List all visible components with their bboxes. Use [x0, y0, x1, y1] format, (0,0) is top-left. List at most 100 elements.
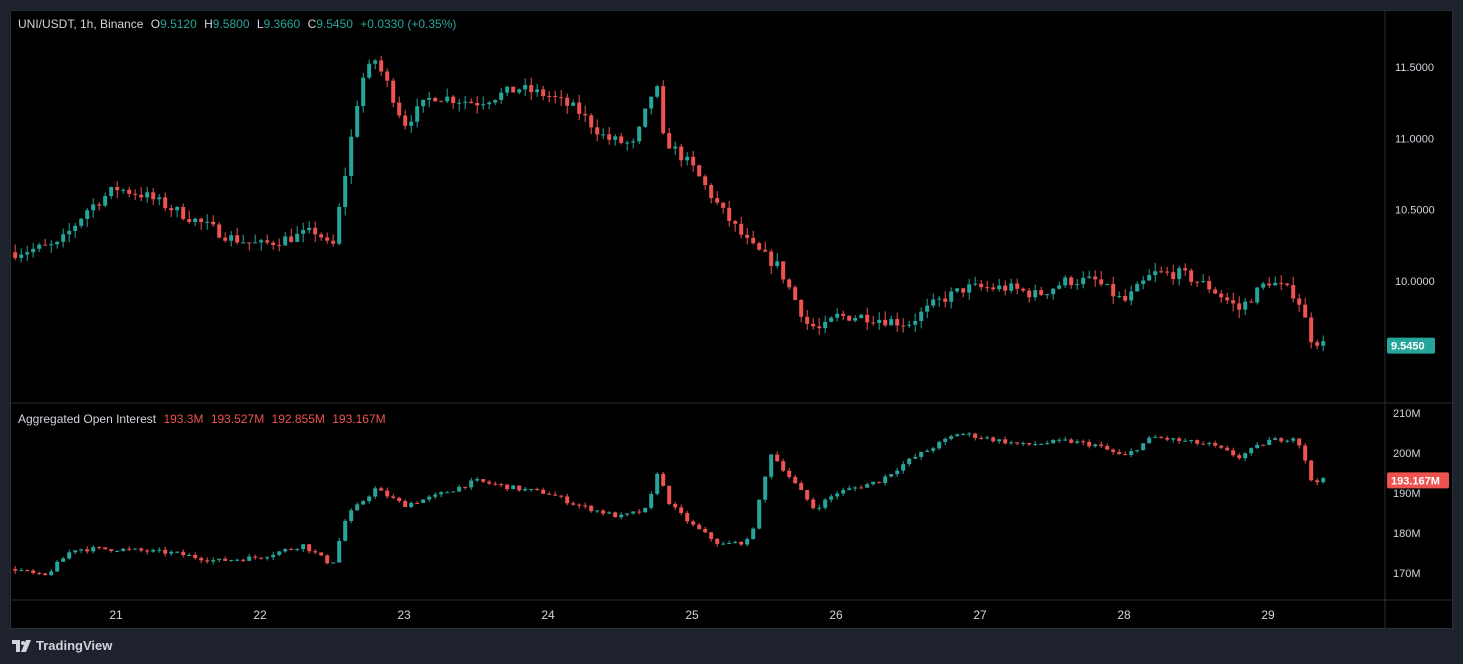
price-candle — [733, 220, 738, 224]
oi-candle — [31, 570, 36, 574]
oi-candle — [955, 434, 960, 437]
oi-candle — [223, 558, 228, 561]
oi-candle — [931, 448, 936, 451]
price-candle — [187, 219, 192, 223]
price-candle — [337, 206, 342, 244]
oi-candle — [751, 528, 756, 540]
price-candle — [853, 318, 858, 321]
oi-candle — [1279, 438, 1284, 442]
oi-value-4: 193.167M — [332, 412, 386, 426]
oi-candle — [1129, 451, 1134, 455]
oi-candle — [1045, 443, 1050, 445]
price-candle — [1081, 277, 1086, 285]
price-candle — [1165, 271, 1170, 273]
price-candle — [919, 311, 924, 321]
oi-candle — [55, 561, 60, 572]
price-candle — [979, 283, 984, 288]
price-last-tag-bg — [1387, 337, 1435, 354]
oi-candle — [169, 551, 174, 554]
price-candle — [241, 242, 246, 244]
oi-candle — [421, 499, 426, 503]
oi-candle — [1009, 442, 1014, 444]
oi-candle — [1093, 444, 1098, 447]
oi-candle — [589, 505, 594, 512]
price-candle — [571, 102, 576, 106]
price-candle — [883, 319, 888, 326]
price-candle — [889, 319, 894, 326]
oi-candle — [997, 439, 1002, 442]
oi-candle — [91, 547, 96, 552]
oi-candle — [601, 510, 606, 514]
price-candle — [547, 96, 552, 98]
oi-candle — [895, 470, 900, 475]
oi-candle — [805, 490, 810, 500]
oi-candle — [799, 483, 804, 491]
price-candle — [655, 86, 660, 97]
price-candle — [397, 102, 402, 116]
price-candle — [469, 101, 474, 104]
oi-candle — [103, 547, 108, 550]
price-candle — [709, 185, 714, 199]
price-candle — [481, 104, 486, 106]
oi-tick-label: 170M — [1393, 568, 1421, 580]
price-candle — [451, 96, 456, 104]
oi-candle — [175, 551, 180, 553]
price-candle — [793, 287, 798, 300]
symbol-title[interactable]: UNI/USDT, 1h, Binance — [18, 17, 144, 31]
oi-candle — [1027, 443, 1032, 445]
tradingview-logo[interactable]: TradingView — [12, 638, 112, 653]
price-candle — [565, 97, 570, 106]
price-candle — [553, 96, 558, 98]
price-candle — [1093, 276, 1098, 280]
price-candle — [427, 97, 432, 100]
time-tick-label: 21 — [109, 608, 123, 622]
time-tick-label: 26 — [829, 608, 843, 622]
oi-candle — [433, 494, 438, 497]
oi-title[interactable]: Aggregated Open Interest — [18, 412, 157, 426]
price-candle — [811, 323, 816, 327]
oi-candle — [1189, 440, 1194, 442]
price-candle — [259, 240, 264, 243]
oi-candle — [1249, 448, 1254, 454]
oi-candle — [361, 501, 366, 505]
price-candle — [961, 288, 966, 293]
price-tick-label: 11.0000 — [1395, 133, 1434, 145]
price-candle — [85, 210, 90, 219]
price-candle — [1009, 283, 1014, 291]
price-candle — [169, 208, 174, 211]
chart-frame — [10, 10, 1453, 629]
price-candle — [73, 225, 78, 231]
price-candle — [1315, 342, 1320, 346]
price-candle — [943, 298, 948, 302]
oi-value-3: 192.855M — [271, 412, 325, 426]
oi-candle — [121, 548, 126, 551]
oi-candle — [961, 433, 966, 435]
price-candle — [1039, 290, 1044, 295]
oi-candle — [1159, 436, 1164, 438]
oi-candle — [541, 489, 546, 494]
price-candle — [685, 156, 690, 161]
price-candle — [1231, 300, 1236, 304]
oi-candle — [1087, 441, 1092, 447]
oi-candle — [49, 571, 54, 576]
oi-candle — [871, 481, 876, 485]
oi-candle — [427, 496, 432, 500]
price-candle — [841, 313, 846, 316]
price-candle — [949, 291, 954, 302]
price-candle — [679, 146, 684, 161]
oi-candle — [1267, 439, 1272, 446]
oi-candle — [1303, 445, 1308, 461]
price-candle — [1261, 283, 1266, 288]
price-candle — [1099, 279, 1104, 285]
oi-candle — [415, 502, 420, 504]
price-candle — [523, 85, 528, 90]
oi-candle — [241, 559, 246, 561]
oi-candle — [655, 473, 660, 494]
price-candle — [925, 305, 930, 312]
price-candle — [955, 288, 960, 292]
price-candle — [367, 63, 372, 78]
price-candle — [295, 233, 300, 242]
oi-candle — [397, 497, 402, 502]
price-candle — [391, 80, 396, 103]
